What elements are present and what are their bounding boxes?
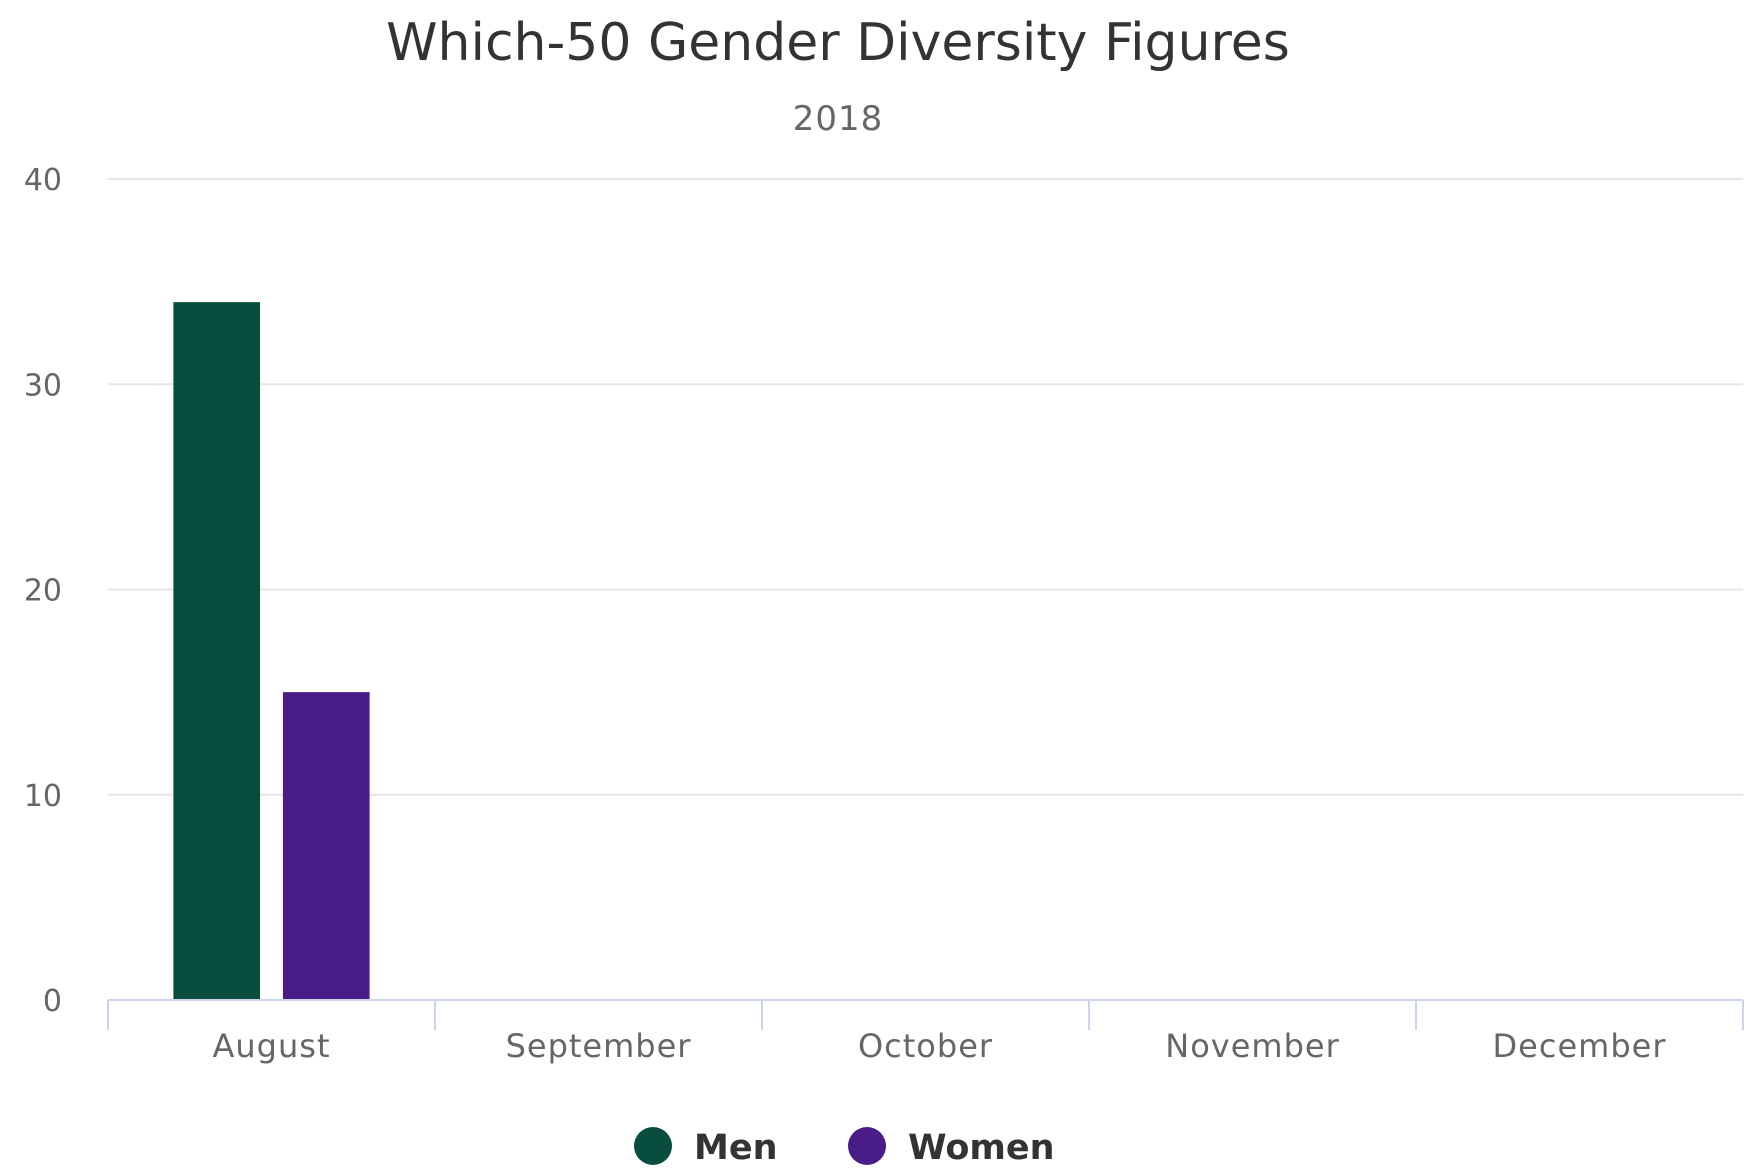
y-axis-ticks: 0 10 20 30 40 [24,163,62,1019]
chart-subtitle: 2018 [793,99,884,139]
x-tick-label: September [506,1027,692,1065]
x-tick-label: October [858,1027,993,1065]
x-axis: August September October November December [107,999,1744,1065]
legend-marker [848,1127,886,1165]
y-tick-label: 20 [24,574,62,609]
gridlines [108,178,1743,796]
legend[interactable]: Men Women [634,1127,1055,1168]
bar-men-august[interactable] [173,302,261,1000]
legend-label: Women [908,1128,1055,1168]
legend-item-men[interactable]: Men [634,1127,777,1168]
legend-item-women[interactable]: Women [848,1127,1055,1168]
x-tick-label: August [213,1027,331,1065]
x-tick-label: December [1493,1027,1667,1065]
y-tick-label: 40 [24,163,62,198]
bars [173,302,370,1000]
chart-title: Which-50 Gender Diversity Figures [386,13,1290,73]
bar-women-august[interactable] [282,692,370,1000]
legend-marker [634,1127,672,1165]
y-tick-label: 10 [24,779,62,814]
y-tick-label: 30 [24,368,62,403]
legend-label: Men [694,1128,777,1168]
x-tick-label: November [1165,1027,1339,1065]
y-tick-label: 0 [43,984,62,1019]
